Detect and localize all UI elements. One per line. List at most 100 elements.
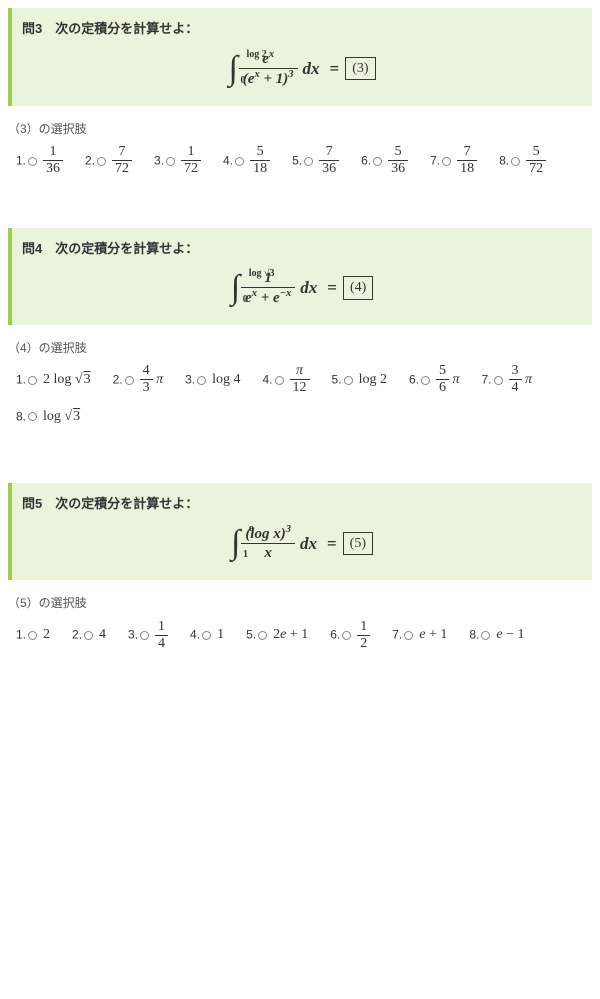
choice-number: 1. [16,628,26,642]
choice-number: 7. [430,154,440,168]
radio-icon[interactable] [28,412,37,421]
choice-item[interactable]: 7. 718 [430,143,477,180]
choice-value: 718 [457,153,477,168]
choice-number: 8. [469,628,479,642]
radio-icon[interactable] [373,157,382,166]
choices-label: （4）の選択肢 [8,339,592,356]
choice-item[interactable]: 3.14 [128,617,168,654]
choice-value: 1 [217,627,224,642]
choice-number: 4. [263,372,273,386]
equals: = [327,278,337,297]
problem-box: 問4 次の定積分を計算せよ：∫log √301ex + e−xdx=(4) [8,228,592,325]
choice-item[interactable]: 5. 2e + 1 [246,617,308,654]
choice-value: 43 π [140,372,164,387]
choice-value: 2e + 1 [273,627,308,642]
choice-item[interactable]: 6.12 [330,617,370,654]
choice-item[interactable]: 4.1 [190,617,224,654]
choice-number: 3. [154,154,164,168]
choice-number: 2. [113,372,123,386]
radio-icon[interactable] [166,157,175,166]
choices-list: 1.22.43.144.15.2e + 16.127.e + 18.e − 1 [8,617,592,654]
choice-item[interactable]: 5.log 2 [332,362,387,399]
radio-icon[interactable] [342,631,351,640]
choice-item[interactable]: 6. 536 [361,143,408,180]
upper-limit: e [249,524,253,534]
choice-item[interactable]: 5.736 [292,143,339,180]
radio-icon[interactable] [481,631,490,640]
choice-item[interactable]: 4. π12 [263,362,310,399]
lower-limit: 0 [243,295,248,305]
radio-icon[interactable] [442,157,451,166]
choice-value: 536 [388,153,408,168]
choice-item[interactable]: 8.log √3 [16,399,80,436]
choice-item[interactable]: 1.136 [16,143,63,180]
denominator: x [241,544,295,562]
choices-list: 1.2 log √3 2. 43 π 3.log 4 4. π12 5.log 2 6.56 … [8,362,592,436]
choices-list: 1.136 2.772 3. 172 4. 518 5.736 6. 536 7. 718 8.572 [8,143,592,180]
choice-item[interactable]: 7.34 π [481,362,532,399]
choice-value: 4 [99,627,106,642]
choice-number: 7. [481,372,491,386]
radio-icon[interactable] [84,631,93,640]
lower-limit: 0 [240,76,245,86]
problem-title: 問5 次の定積分を計算せよ： [22,493,582,512]
radio-icon[interactable] [494,376,503,385]
choice-number: 2. [85,154,95,168]
choice-item[interactable]: 3. 172 [154,143,201,180]
choice-item[interactable]: 3.log 4 [185,362,240,399]
choice-item[interactable]: 8.e − 1 [469,617,524,654]
choice-value: 172 [181,153,201,168]
radio-icon[interactable] [28,631,37,640]
radio-icon[interactable] [511,157,520,166]
radio-icon[interactable] [97,157,106,166]
radio-icon[interactable] [140,631,149,640]
choice-value: π12 [290,372,310,387]
choice-item[interactable]: 2.4 [72,617,106,654]
problem-title: 問3 次の定積分を計算せよ： [22,18,582,37]
radio-icon[interactable] [304,157,313,166]
denominator: ex + e−x [241,288,295,307]
radio-icon[interactable] [125,376,134,385]
choice-item[interactable]: 7. e + 1 [392,617,447,654]
choice-item[interactable]: 6.56 π [409,362,460,399]
equals: = [330,59,340,78]
radio-icon[interactable] [404,631,413,640]
choice-item[interactable]: 2. 43 π [113,362,164,399]
choice-value: e + 1 [419,627,447,642]
radio-icon[interactable] [202,631,211,640]
radio-icon[interactable] [235,157,244,166]
integral-sign: ∫log √30 [231,271,240,305]
choice-item[interactable]: 1.2 log √3 [16,362,91,399]
radio-icon[interactable] [258,631,267,640]
dx: dx [300,278,317,297]
equals: = [327,534,337,553]
choice-value: 56 π [436,372,460,387]
choice-number: 5. [246,628,256,642]
choice-number: 3. [185,372,195,386]
integral-sign: ∫e1 [231,526,240,560]
choice-number: 6. [361,154,371,168]
choice-item[interactable]: 2.772 [85,143,132,180]
choice-value: 518 [250,153,270,168]
integral-sign: ∫log 20 [228,52,237,86]
radio-icon[interactable] [197,376,206,385]
radio-icon[interactable] [275,376,284,385]
problems-container: 問3 次の定積分を計算せよ：∫log 20ex(ex + 1)3dx=(3)（3… [8,8,592,654]
choice-item[interactable]: 4. 518 [223,143,270,180]
choice-value: 572 [526,153,546,168]
choice-value: log 2 [359,372,387,387]
choice-number: 3. [128,628,138,642]
choice-number: 2. [72,628,82,642]
choice-number: 6. [330,628,340,642]
problem-box: 問3 次の定積分を計算せよ：∫log 20ex(ex + 1)3dx=(3) [8,8,592,106]
radio-icon[interactable] [28,157,37,166]
problem-title: 問4 次の定積分を計算せよ： [22,238,582,257]
radio-icon[interactable] [344,376,353,385]
choice-number: 4. [223,154,233,168]
upper-limit: log 2 [246,50,266,60]
choice-item[interactable]: 1.2 [16,617,50,654]
choice-item[interactable]: 8.572 [499,143,546,180]
radio-icon[interactable] [421,376,430,385]
choice-number: 7. [392,628,402,642]
radio-icon[interactable] [28,376,37,385]
